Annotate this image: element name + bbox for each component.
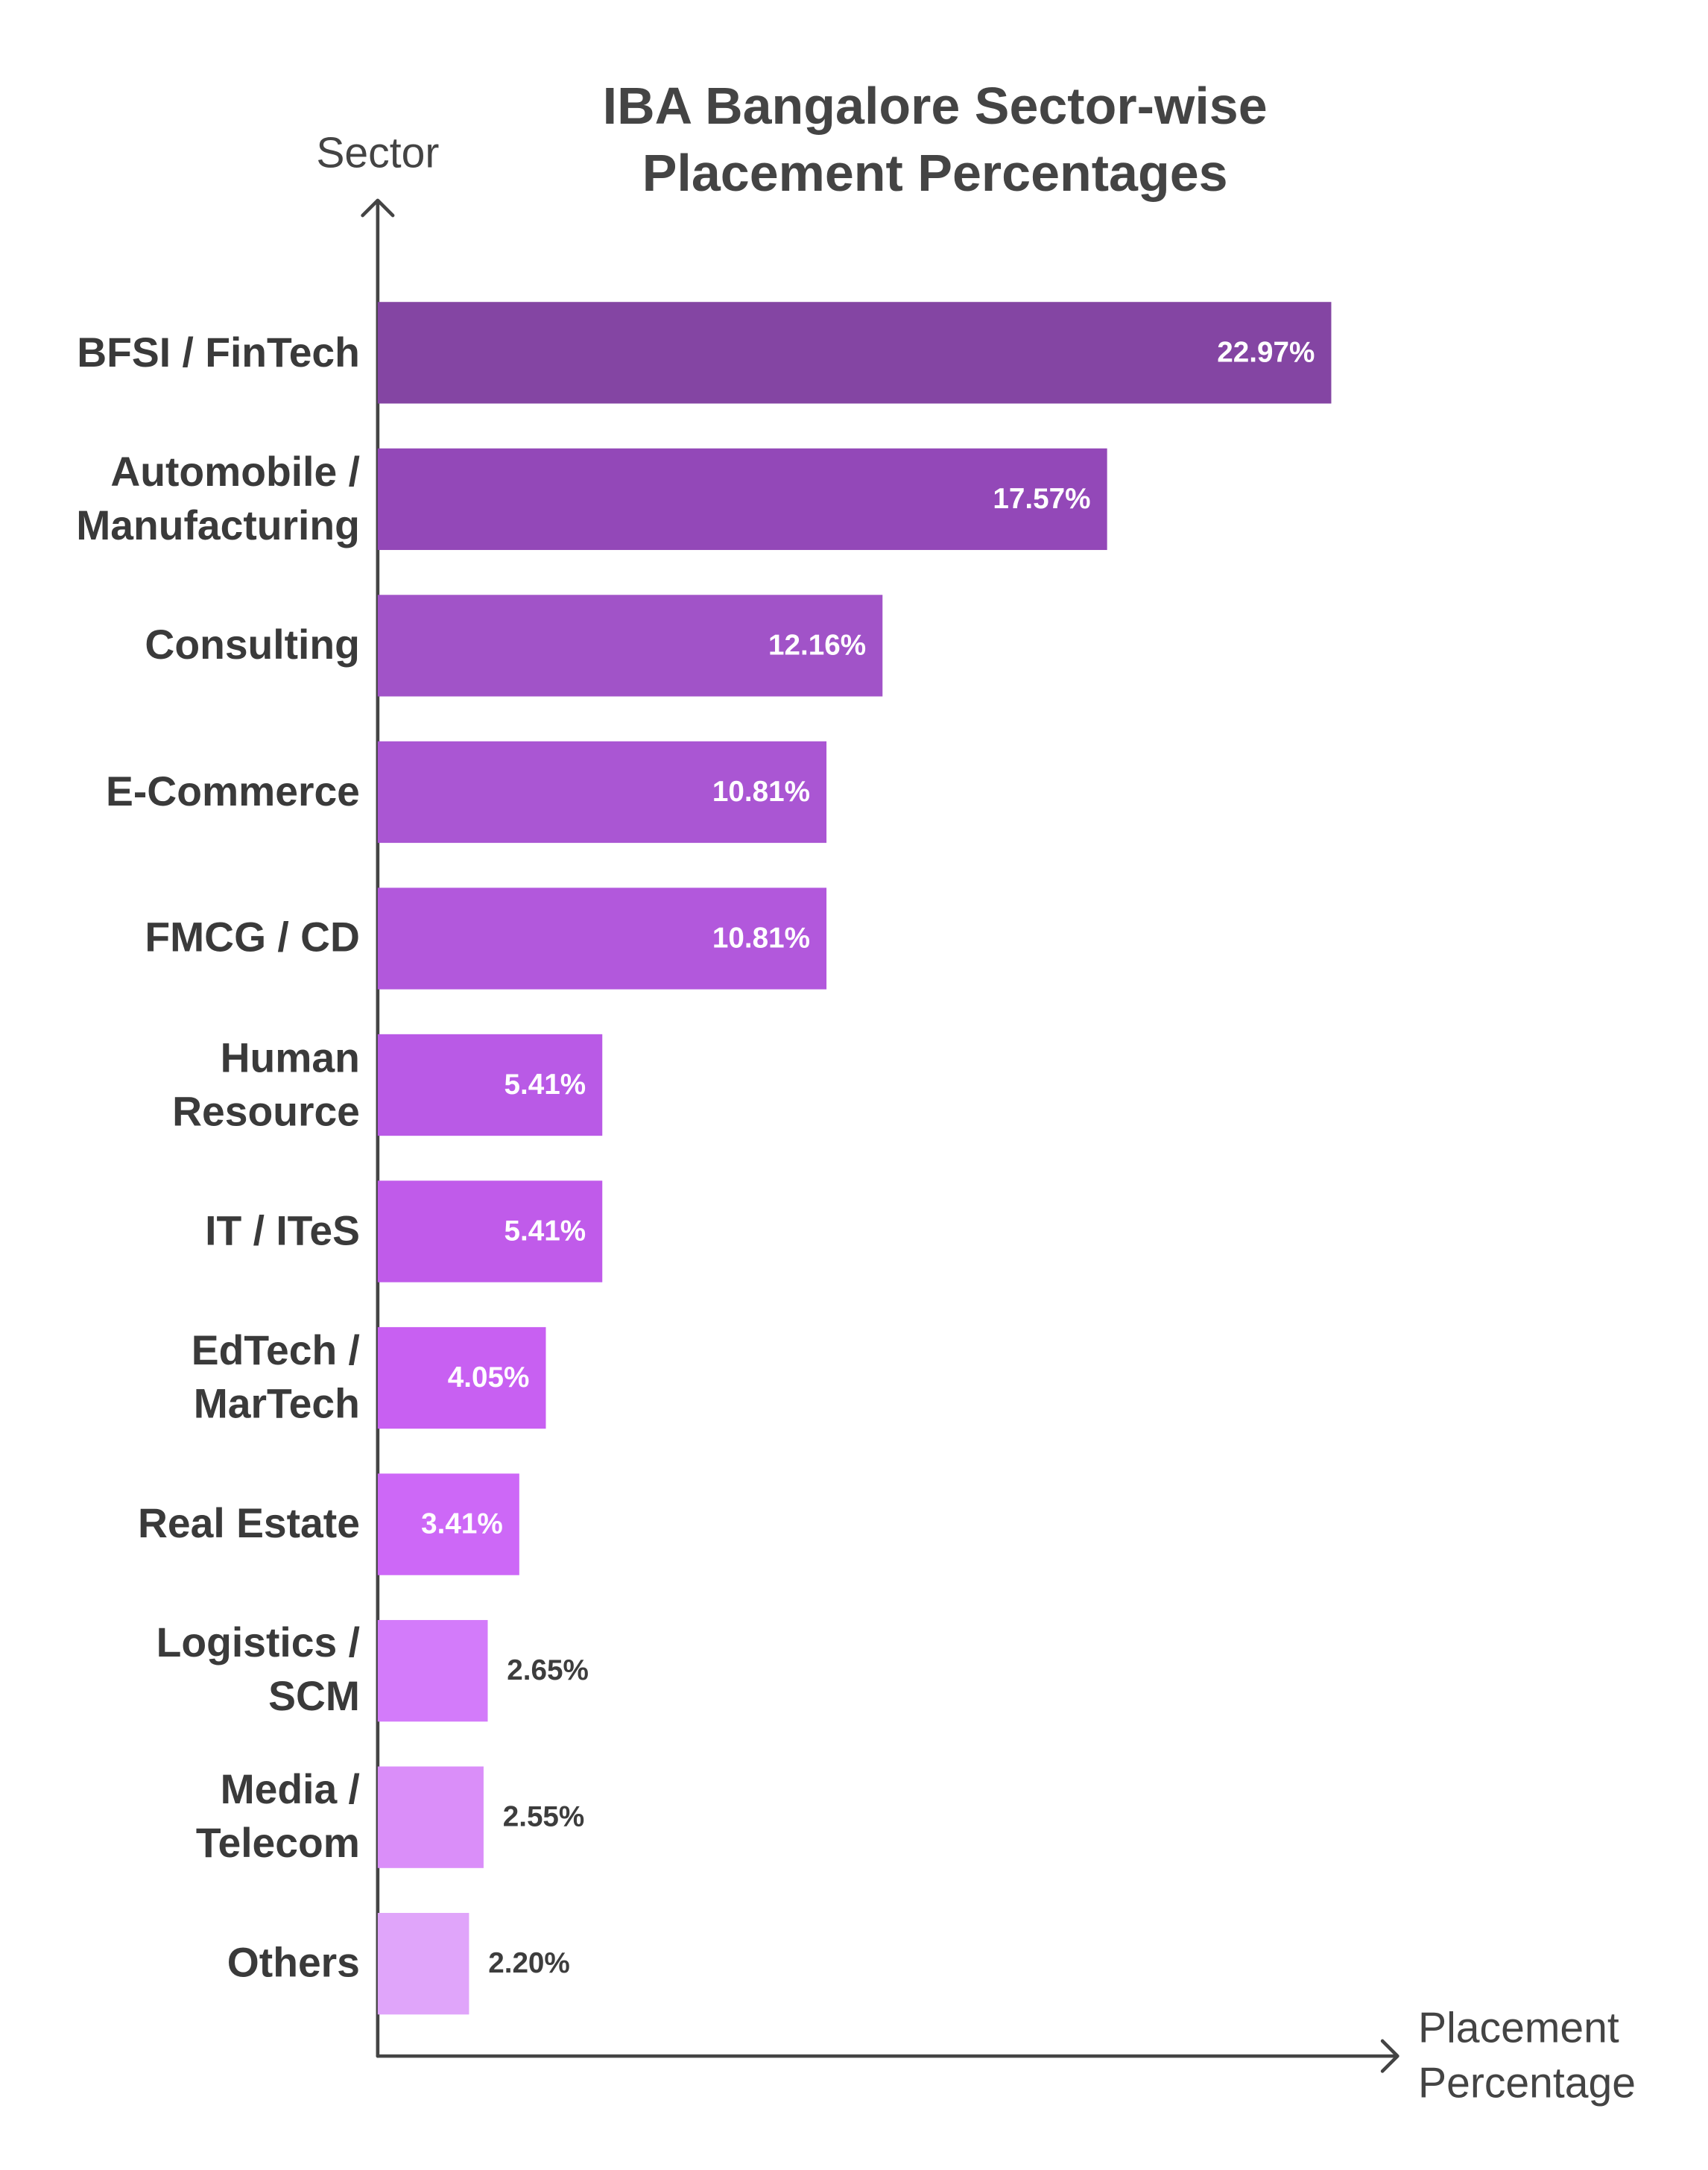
value-label: 10.81% <box>712 776 810 808</box>
category-label: Others <box>227 1940 360 1987</box>
category-label-box: Logistics / SCM <box>156 1621 360 1721</box>
value-label: 4.05% <box>448 1361 530 1394</box>
x-axis <box>376 2039 1399 2073</box>
bar <box>377 1619 488 1722</box>
value-label: 10.81% <box>712 923 810 955</box>
category-label: Consulting <box>145 623 360 668</box>
bar <box>377 741 827 844</box>
category-label: E-Commerce <box>106 769 360 815</box>
category-label: Logistics / SCM <box>156 1621 360 1721</box>
category-label-box: FMCG / CD <box>145 916 360 961</box>
value-label: 2.55% <box>503 1801 585 1833</box>
category-label-box: Consulting <box>145 623 360 668</box>
category-label-box: EdTech / MarTech <box>191 1328 360 1428</box>
bar <box>377 888 827 990</box>
chart-title: IBA Bangalore Sector-wise Placement Perc… <box>602 78 1268 204</box>
bar <box>377 1180 603 1282</box>
category-label-box: E-Commerce <box>106 769 360 815</box>
bar <box>377 1473 519 1575</box>
category-label-box: Others <box>227 1940 360 1987</box>
bar <box>377 1766 484 1868</box>
bar <box>377 1326 546 1429</box>
bar <box>377 1034 603 1136</box>
category-label: IT / ITeS <box>205 1209 360 1254</box>
bar <box>377 1913 469 2015</box>
category-label: BFSI / FinTech <box>77 329 360 376</box>
chart-title-box: IBA Bangalore Sector-wise Placement Perc… <box>602 78 1268 204</box>
category-label: EdTech / MarTech <box>191 1328 360 1428</box>
category-label-box: Automobile / Manufacturing <box>76 449 360 549</box>
value-label: 2.65% <box>507 1654 589 1686</box>
x-axis-title-box: Placement Percentage <box>1418 2004 1636 2107</box>
value-label: 5.41% <box>505 1069 586 1101</box>
value-label: 2.20% <box>488 1947 570 1979</box>
bar <box>377 302 1332 404</box>
bar <box>377 448 1107 551</box>
category-label: Real Estate <box>138 1502 360 1547</box>
category-label-box: Real Estate <box>138 1502 360 1547</box>
value-label: 12.16% <box>768 629 866 661</box>
value-label: 17.57% <box>993 483 1090 515</box>
category-label: Media / Telecom <box>195 1768 360 1867</box>
category-label-box: IT / ITeS <box>205 1209 360 1254</box>
category-label: Automobile / Manufacturing <box>76 449 360 549</box>
category-label-box: Human Resource <box>172 1035 360 1135</box>
y-axis-title-box: Sector <box>316 129 440 177</box>
value-label: 22.97% <box>1217 336 1315 368</box>
category-label-box: Media / Telecom <box>195 1768 360 1867</box>
category-label: FMCG / CD <box>145 916 360 961</box>
x-axis-title: Placement Percentage <box>1418 2004 1636 2107</box>
category-label: Human Resource <box>172 1035 360 1135</box>
category-label-box: BFSI / FinTech <box>77 329 360 376</box>
bar <box>377 595 883 697</box>
value-label: 5.41% <box>505 1215 586 1247</box>
y-axis-title: Sector <box>316 129 440 177</box>
value-label: 3.41% <box>421 1508 503 1540</box>
